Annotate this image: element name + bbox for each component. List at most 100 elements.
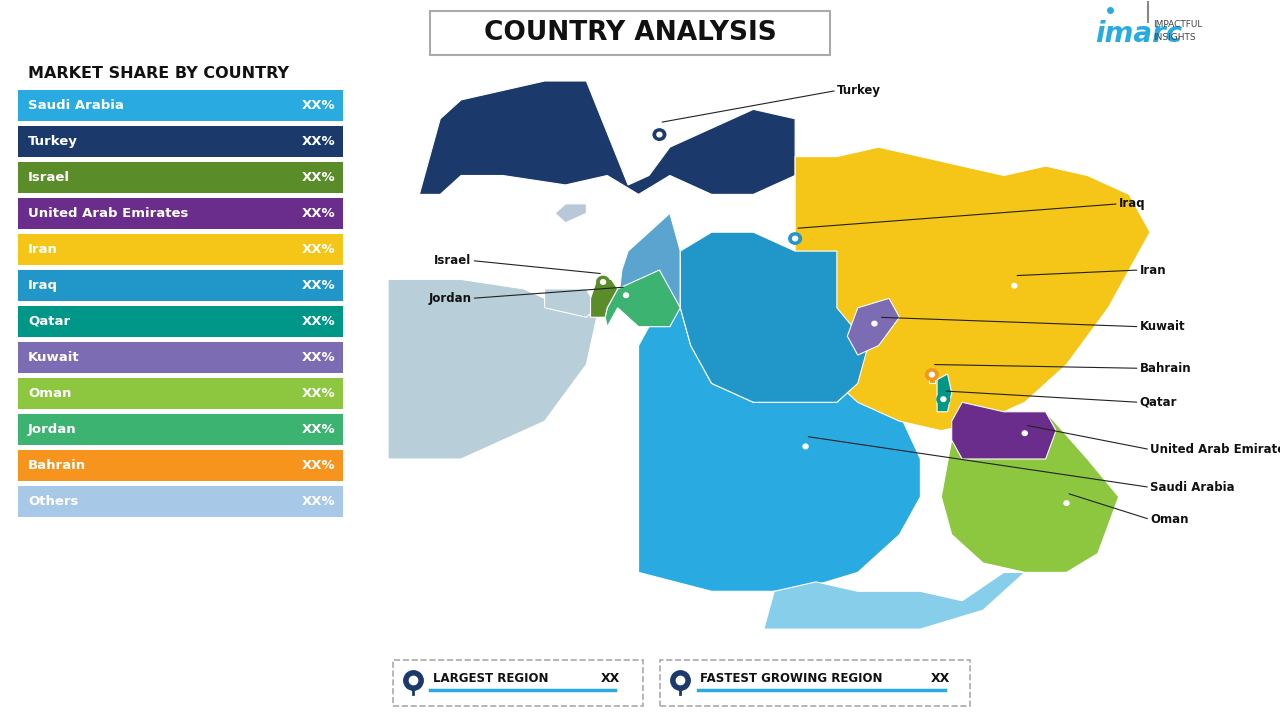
Polygon shape [847, 298, 900, 355]
Polygon shape [941, 412, 1119, 572]
Text: Iraq: Iraq [1119, 197, 1146, 210]
Text: Bahrain: Bahrain [1139, 361, 1192, 375]
Text: United Arab Emirates: United Arab Emirates [1149, 443, 1280, 456]
Polygon shape [605, 270, 680, 327]
Polygon shape [795, 147, 1149, 431]
FancyBboxPatch shape [660, 660, 970, 706]
Text: XX%: XX% [301, 171, 335, 184]
Text: XX: XX [931, 672, 950, 685]
Text: Iran: Iran [1139, 264, 1166, 276]
Text: Qatar: Qatar [28, 315, 70, 328]
Text: XX%: XX% [301, 459, 335, 472]
Circle shape [788, 233, 801, 244]
Polygon shape [1011, 288, 1018, 292]
Polygon shape [623, 297, 628, 302]
Polygon shape [420, 81, 795, 194]
Text: XX: XX [600, 672, 620, 685]
FancyBboxPatch shape [18, 234, 343, 265]
Circle shape [872, 321, 877, 326]
Text: XX%: XX% [301, 423, 335, 436]
Polygon shape [929, 377, 934, 381]
Circle shape [1060, 498, 1073, 509]
Polygon shape [1064, 505, 1069, 509]
Text: Saudi Arabia: Saudi Arabia [1149, 481, 1235, 494]
FancyBboxPatch shape [18, 450, 343, 481]
Text: FASTEST GROWING REGION: FASTEST GROWING REGION [700, 672, 882, 685]
Text: Kuwait: Kuwait [1139, 320, 1185, 333]
Text: Jordan: Jordan [28, 423, 77, 436]
Text: XX%: XX% [301, 99, 335, 112]
Polygon shape [803, 449, 809, 453]
Text: Turkey: Turkey [837, 84, 881, 97]
Text: MARKET SHARE BY COUNTRY: MARKET SHARE BY COUNTRY [28, 66, 289, 81]
Polygon shape [941, 401, 946, 405]
Polygon shape [952, 402, 1056, 459]
Text: imarc: imarc [1094, 20, 1183, 48]
Text: Qatar: Qatar [1139, 396, 1178, 409]
Circle shape [799, 441, 812, 452]
Polygon shape [590, 279, 618, 318]
Circle shape [600, 279, 605, 284]
Text: XX%: XX% [301, 135, 335, 148]
Text: XX%: XX% [301, 207, 335, 220]
Circle shape [1019, 428, 1032, 439]
Text: XX%: XX% [301, 243, 335, 256]
Text: Kuwait: Kuwait [28, 351, 79, 364]
Polygon shape [556, 204, 586, 222]
Polygon shape [680, 232, 868, 402]
Circle shape [1023, 431, 1028, 436]
Text: United Arab Emirates: United Arab Emirates [28, 207, 188, 220]
Text: Turkey: Turkey [28, 135, 78, 148]
Circle shape [596, 276, 609, 288]
Polygon shape [618, 213, 680, 327]
Circle shape [929, 372, 934, 377]
Text: XX%: XX% [301, 351, 335, 364]
Circle shape [868, 318, 881, 329]
FancyBboxPatch shape [18, 198, 343, 229]
FancyBboxPatch shape [18, 126, 343, 157]
FancyBboxPatch shape [430, 11, 829, 55]
Circle shape [925, 369, 938, 380]
Circle shape [1064, 501, 1069, 505]
Circle shape [792, 236, 797, 240]
Circle shape [623, 293, 628, 297]
Text: Israel: Israel [28, 171, 70, 184]
Text: Iran: Iran [28, 243, 58, 256]
Text: Oman: Oman [1149, 513, 1189, 526]
Text: Iraq: Iraq [28, 279, 58, 292]
FancyBboxPatch shape [18, 486, 343, 517]
Polygon shape [764, 572, 1025, 629]
Text: XX%: XX% [301, 495, 335, 508]
FancyBboxPatch shape [393, 660, 643, 706]
Polygon shape [639, 307, 920, 591]
Text: IMPACTFUL
INSIGHTS: IMPACTFUL INSIGHTS [1153, 20, 1202, 42]
Circle shape [1009, 280, 1020, 292]
Text: XX%: XX% [301, 279, 335, 292]
Polygon shape [937, 374, 952, 412]
Circle shape [937, 393, 950, 405]
Polygon shape [600, 284, 605, 288]
Polygon shape [792, 240, 797, 245]
FancyBboxPatch shape [18, 162, 343, 193]
FancyBboxPatch shape [18, 270, 343, 301]
Circle shape [653, 129, 666, 140]
Text: COUNTRY ANALYSIS: COUNTRY ANALYSIS [484, 20, 777, 46]
Circle shape [1011, 284, 1016, 288]
Text: Jordan: Jordan [429, 292, 471, 305]
Circle shape [941, 397, 946, 402]
FancyBboxPatch shape [18, 378, 343, 409]
Circle shape [803, 444, 808, 449]
FancyBboxPatch shape [18, 306, 343, 337]
Text: Others: Others [28, 495, 78, 508]
Circle shape [657, 132, 662, 137]
Text: XX%: XX% [301, 315, 335, 328]
Text: Saudi Arabia: Saudi Arabia [28, 99, 124, 112]
FancyBboxPatch shape [18, 414, 343, 445]
FancyBboxPatch shape [18, 342, 343, 373]
Text: LARGEST REGION: LARGEST REGION [433, 672, 549, 685]
Text: Oman: Oman [28, 387, 72, 400]
Polygon shape [657, 137, 662, 141]
Text: Israel: Israel [434, 254, 471, 267]
Polygon shape [388, 279, 596, 459]
Text: Bahrain: Bahrain [28, 459, 86, 472]
